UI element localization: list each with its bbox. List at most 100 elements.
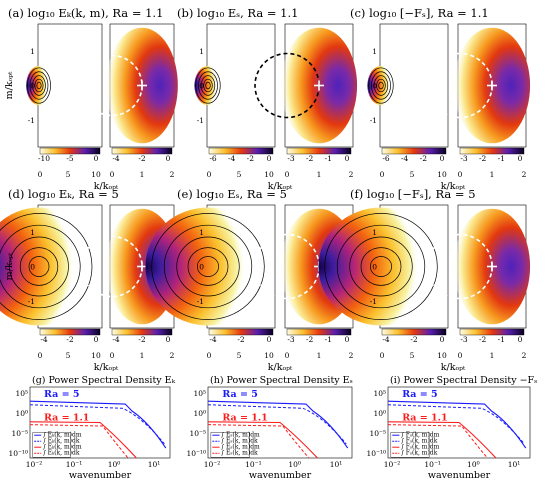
psd-curve (207, 400, 349, 449)
x-axis-label: k/kₒₚₜ (441, 181, 466, 192)
colorbar-tick: -1 (498, 335, 505, 344)
contour-line (203, 78, 213, 93)
colorbar-tick: -2 (410, 335, 418, 344)
y-axis-label: m/kₒₚₜ (4, 71, 15, 99)
colorbar (381, 147, 447, 155)
legend-entry: ∫ Eₛ(k, m)dk (221, 450, 258, 457)
y-tick-label: 1 (30, 47, 35, 56)
colorbar (111, 328, 173, 336)
psd-panel: (g) Power Spectral Density Eₖ Ra = 5 Ra = … (8, 375, 175, 481)
colorbar-tick: -2 (247, 154, 255, 163)
panel-title: (a) log₁₀ Eₖ(k, m), Ra = 1.1 (8, 6, 163, 20)
y-tick-label: -1 (197, 116, 204, 125)
contour-line (163, 224, 253, 309)
contour-line (32, 75, 46, 96)
colorbar (459, 147, 525, 155)
psd-y-tick: 10⁵ (193, 389, 206, 398)
psd-legend: ∫ Eₛ(k, m)dm∫ Eₛ(k, m)dk∫ Eₛ(k, m)dm∫ Eₛ… (210, 432, 260, 458)
contour-line (19, 247, 59, 286)
x-tick-label: 2 (170, 351, 175, 360)
psd-title: (h) Power Spectral Density Eₛ (210, 375, 353, 386)
contour-line (200, 75, 216, 96)
psd-curve (29, 421, 137, 459)
x-tick-label: 0 (110, 351, 115, 360)
psd-x-tick: 10⁻¹ (66, 460, 83, 469)
contour-line (195, 67, 221, 104)
x-tick-label: 5 (237, 170, 242, 179)
psd-y-tick: 10⁻¹⁰ (366, 449, 386, 458)
contour-line (151, 213, 265, 320)
y-tick-label: 0 (30, 82, 35, 91)
x-tick-label: 2 (522, 170, 527, 179)
spectrum-panel: (a) log₁₀ Eₖ(k, m), Ra = 1.1-10 -5 0 -4 -2 01… (4, 6, 178, 192)
psd-title: (i) Power Spectral Density −Fₛ (390, 375, 537, 386)
colorbar-tick: -2 (138, 335, 146, 344)
contour-line (0, 213, 93, 320)
colorbar-tick: 0 (440, 154, 445, 163)
colorbar-tick: -4 (209, 335, 217, 344)
contour-line (370, 256, 392, 277)
contour-line (336, 224, 426, 309)
colorbar-tick: -6 (209, 154, 217, 163)
colorbar (208, 328, 274, 336)
x-tick-label: 0 (458, 170, 463, 179)
psd-curve (29, 400, 167, 449)
ra11-label: Ra = 1.1 (44, 412, 89, 423)
x-tick-label: 0 (38, 351, 43, 360)
psd-curve (207, 424, 310, 459)
contour-line (0, 224, 81, 309)
x-tick-label: 10 (264, 170, 274, 179)
colorbar-tick: -1 (498, 154, 505, 163)
x-tick-label: 10 (437, 170, 447, 179)
psd-x-tick: 10⁻¹ (245, 460, 262, 469)
psd-y-tick: 10⁻⁵ (189, 429, 206, 438)
legend-entry: ∫ Fₛ(k, m)dm (401, 432, 440, 439)
y-tick-label: 1 (199, 47, 204, 56)
x-tick-label: 1 (317, 351, 322, 360)
legend-entry: ∫ Fₛ(k, m)dk (401, 450, 438, 457)
panel-title: (d) log₁₀ Eₖ, Ra = 5 (8, 187, 119, 201)
x-tick-label: 0 (207, 170, 212, 179)
ra11-label: Ra = 1.1 (402, 412, 447, 423)
psd-x-tick: 10¹ (508, 460, 521, 469)
y-tick-label: -1 (370, 297, 377, 306)
contour-line (176, 236, 240, 297)
colorbar-tick: -5 (66, 154, 74, 163)
colorbar-tick: 0 (94, 154, 99, 163)
psd-y-tick: 10⁰ (15, 409, 28, 418)
x-tick-label: 2 (522, 351, 527, 360)
panel-title: (b) log₁₀ Eₛ, Ra = 1.1 (177, 6, 298, 20)
legend-entry: ∫ Eₖ(k, m)dk (43, 438, 80, 445)
colorbar-tick: -4 (382, 335, 390, 344)
colorbar-tick: -4 (401, 154, 409, 163)
x-tick-label: 10 (91, 170, 101, 179)
x-tick-label: 1 (317, 170, 322, 179)
colorbar (39, 147, 101, 155)
y-axis-label: m/kₒₚₜ (4, 252, 15, 280)
colorbar (111, 147, 173, 155)
x-tick-label: 2 (349, 351, 354, 360)
colorbar-tick: 0 (267, 335, 272, 344)
y-tick-label: -1 (28, 297, 35, 306)
y-tick-label: 1 (199, 228, 204, 237)
x-tick-label: 1 (140, 351, 145, 360)
spectrum-panel: (f) log₁₀ [−Fₛ], Ra = 5-4 -2 0 -3 -2 -1 010-10… (318, 187, 531, 373)
x-axis-label: k/kₒₚₜ (94, 181, 119, 192)
x-tick-label: 0 (110, 170, 115, 179)
psd-x-tick: 10⁻² (204, 460, 221, 469)
colorbar-tick: 0 (94, 335, 99, 344)
y-tick-label: 1 (372, 228, 377, 237)
contour-line (29, 71, 49, 100)
colorbar-tick: -2 (306, 335, 314, 344)
contour-line (349, 236, 413, 297)
colorbar-tick: -4 (40, 335, 48, 344)
x-tick-label: 1 (490, 351, 495, 360)
legend-entry: ∫ Eₖ(k, m)dm (43, 444, 82, 451)
psd-x-tick: 10¹ (148, 460, 161, 469)
x-axis-label: k/kₒₚₜ (441, 362, 466, 373)
contour-line (324, 213, 438, 320)
contour-line (378, 81, 384, 90)
colorbar (381, 328, 447, 336)
ra5-label: Ra = 5 (44, 389, 79, 400)
colorbar-tick: -2 (138, 154, 146, 163)
